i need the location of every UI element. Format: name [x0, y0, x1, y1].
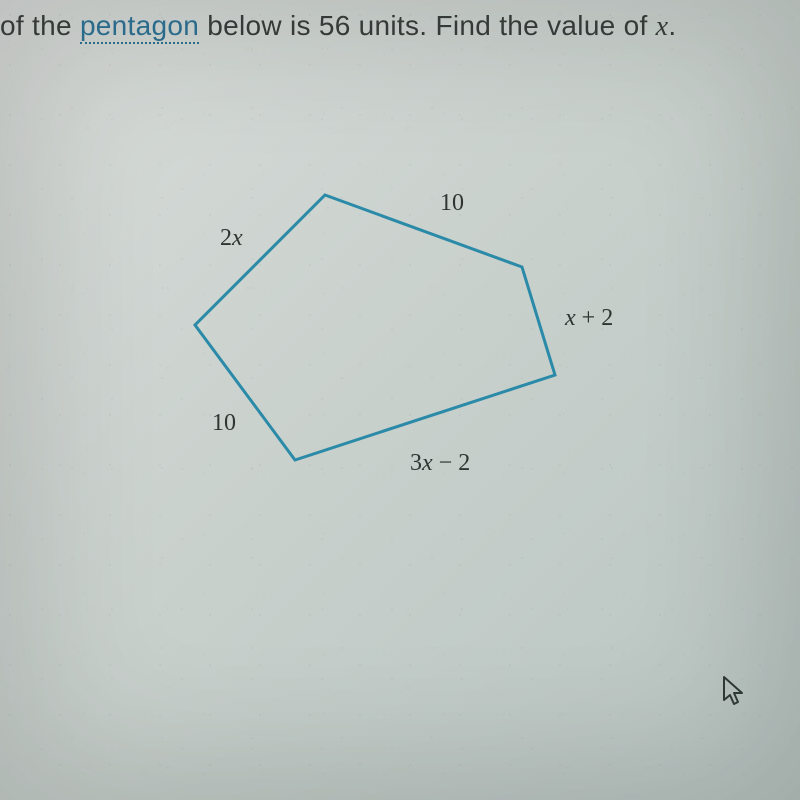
question-prefix: of the	[0, 10, 80, 41]
pentagon-svg	[160, 160, 640, 540]
question-text: of the pentagon below is 56 units. Find …	[0, 10, 677, 43]
cursor-icon	[720, 674, 750, 710]
side-label-2: x + 2	[565, 305, 613, 332]
side-label-3: 10	[212, 410, 236, 437]
question-suffix: .	[668, 10, 676, 41]
pentagon-link[interactable]: pentagon	[80, 10, 199, 44]
pentagon-shape	[195, 195, 555, 460]
side-label-4: 3x − 2	[410, 450, 470, 477]
question-middle: below is 56 units. Find the value of	[199, 10, 656, 41]
side-label-1: 2x	[220, 225, 243, 252]
pentagon-diagram: 10 2x x + 2 10 3x − 2	[160, 160, 640, 540]
question-variable: x	[656, 11, 669, 42]
side-label-0: 10	[440, 190, 464, 217]
